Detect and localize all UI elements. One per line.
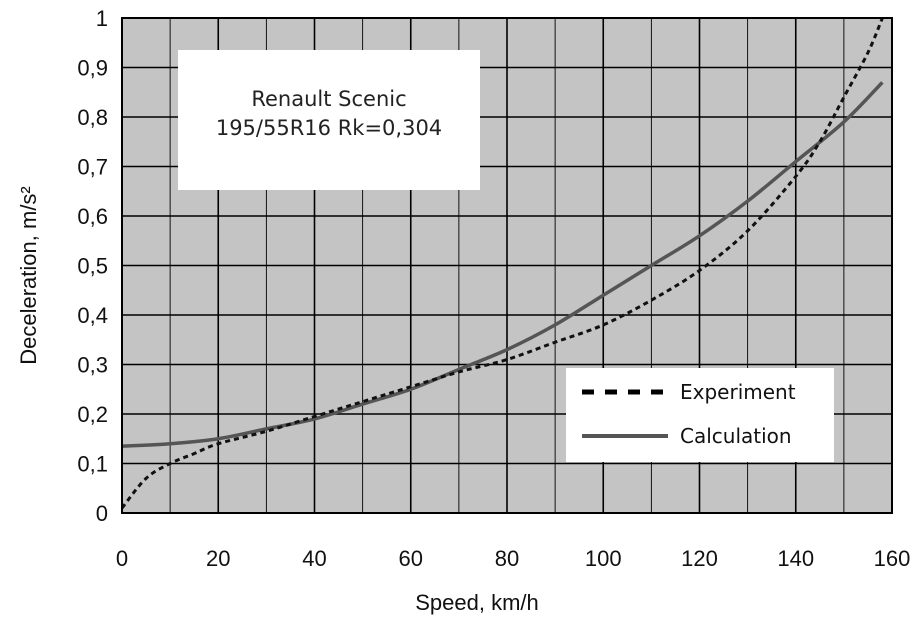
y-tick-label: 0,4 xyxy=(77,303,108,328)
y-tick-labels: 0 0,1 0,2 0,3 0,4 0,5 0,6 0,7 0,8 0,9 1 xyxy=(77,6,108,526)
y-tick-label: 0 xyxy=(96,501,108,526)
x-tick-label: 100 xyxy=(585,546,622,571)
x-tick-labels: 0 20 40 60 80 100 120 140 160 xyxy=(116,546,910,571)
y-tick-label: 0,6 xyxy=(77,204,108,229)
y-tick-label: 1 xyxy=(96,6,108,31)
x-tick-label: 160 xyxy=(874,546,911,571)
x-tick-label: 120 xyxy=(681,546,718,571)
y-tick-label: 0,8 xyxy=(77,105,108,130)
series-line-calculation xyxy=(121,81,884,448)
y-tick-label: 0,7 xyxy=(77,155,108,180)
series-line-experiment xyxy=(120,17,884,509)
legend-label-calculation: Calculation xyxy=(680,424,792,448)
y-tick-label: 0,9 xyxy=(77,56,108,81)
legend-label-experiment: Experiment xyxy=(680,380,796,404)
x-tick-label: 0 xyxy=(116,546,128,571)
annotation-line: Renault Scenic xyxy=(251,87,406,111)
x-tick-label: 140 xyxy=(777,546,814,571)
x-tick-label: 20 xyxy=(206,546,230,571)
annotation-background xyxy=(178,50,480,190)
annotation-line: 195/55R16 Rk=0,304 xyxy=(216,116,442,140)
plot-border xyxy=(121,17,893,514)
annotation-box: Renault Scenic 195/55R16 Rk=0,304 xyxy=(178,50,480,190)
x-tick-label: 80 xyxy=(495,546,519,571)
y-tick-label: 0,1 xyxy=(77,452,108,477)
x-tick-label: 60 xyxy=(399,546,423,571)
x-tick-label: 40 xyxy=(302,546,326,571)
y-axis-title: Deceleration, m/s² xyxy=(16,186,41,365)
legend: Experiment Calculation xyxy=(566,368,834,462)
y-tick-label: 0,3 xyxy=(77,353,108,378)
x-axis-title: Speed, km/h xyxy=(415,590,539,615)
y-tick-label: 0,5 xyxy=(77,254,108,279)
y-tick-label: 0,2 xyxy=(77,402,108,427)
legend-background xyxy=(566,368,834,462)
series-layer xyxy=(120,17,884,509)
